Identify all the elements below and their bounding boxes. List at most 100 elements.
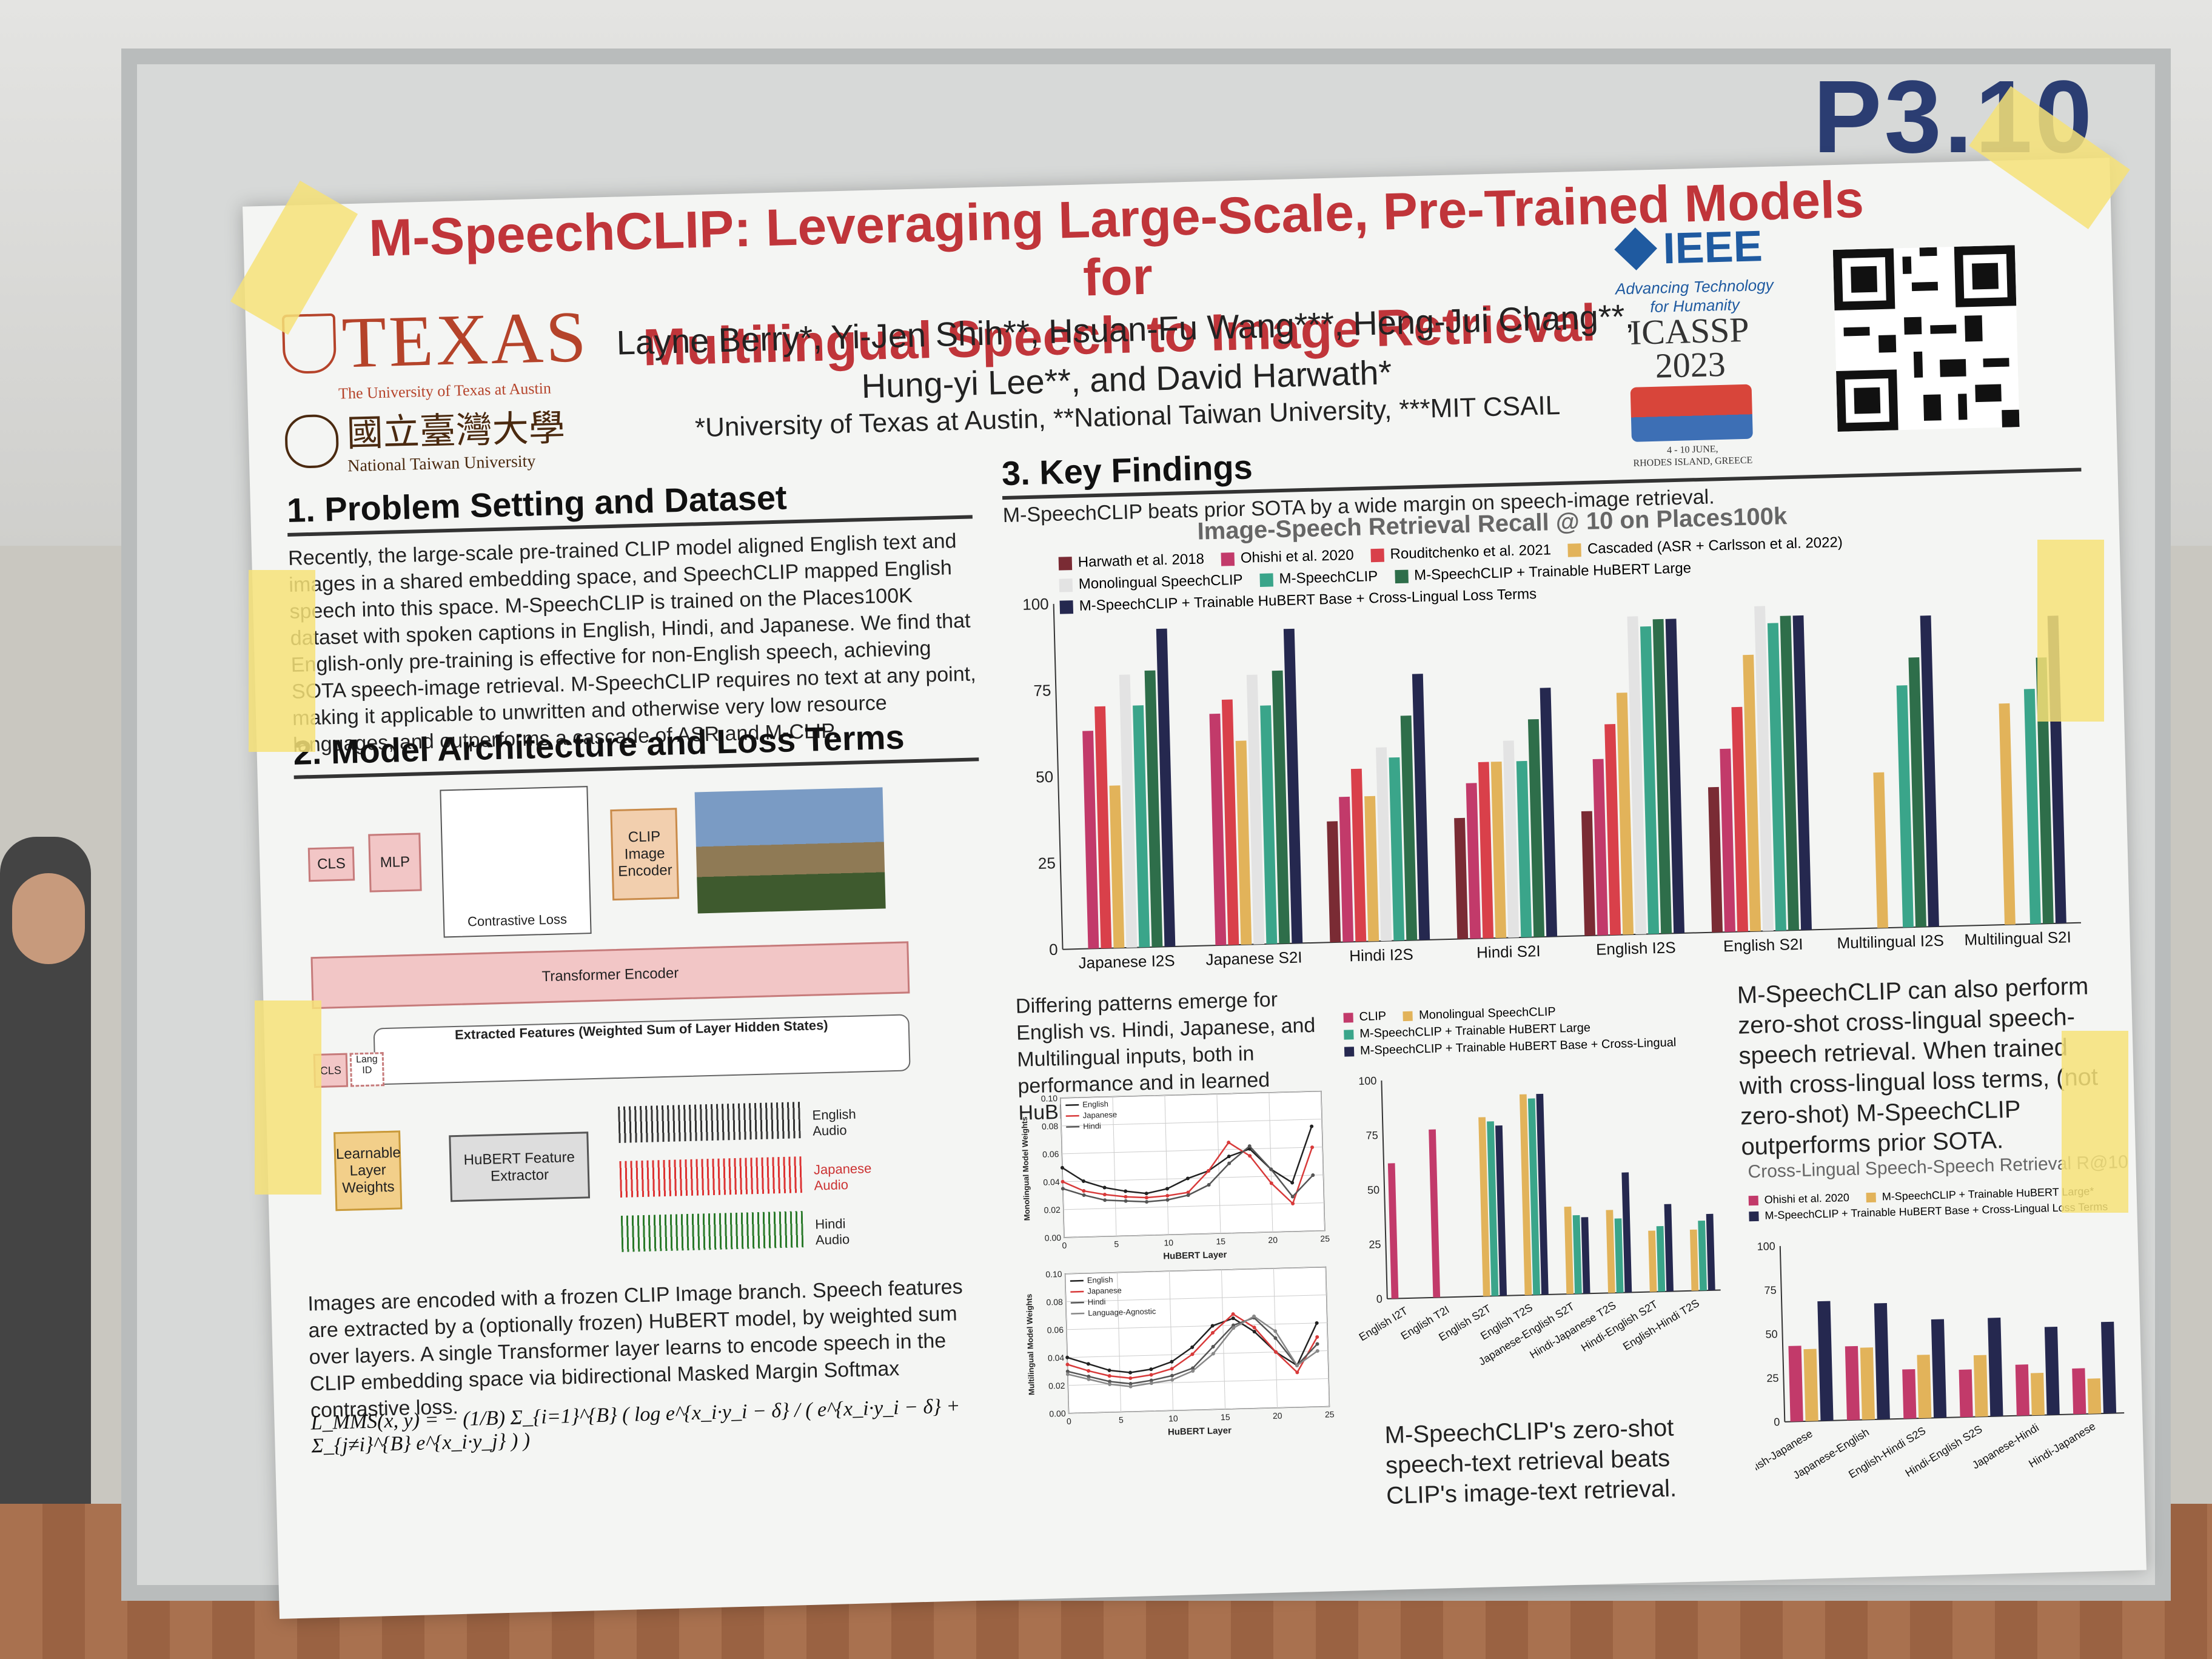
- bar: [1665, 618, 1685, 934]
- gridline: [1321, 1091, 1326, 1231]
- gridline: [1064, 1230, 1325, 1238]
- data-point: [1065, 1362, 1070, 1367]
- gridline: [1112, 1096, 1117, 1236]
- hubert-feature-extractor-box: HuBERT Feature Extractor: [449, 1131, 591, 1202]
- y-tick-label: 0: [1774, 1416, 1780, 1428]
- data-point: [1190, 1352, 1195, 1356]
- bar: [1973, 1355, 1988, 1417]
- bar: [2044, 1326, 2060, 1415]
- legend-label: Hindi: [1088, 1297, 1106, 1307]
- data-point: [1252, 1314, 1256, 1318]
- bar: [2101, 1321, 2117, 1414]
- bar: [1621, 1172, 1632, 1293]
- legend-swatch: [1749, 1212, 1759, 1222]
- mlp-box: MLP: [368, 833, 422, 893]
- legend-item: Ohishi et al. 2020: [1221, 545, 1354, 570]
- bar: [1803, 1349, 1818, 1421]
- bar: [1094, 706, 1112, 949]
- gridline: [1068, 1406, 1330, 1414]
- data-point: [1165, 1198, 1170, 1202]
- audio-waveforms: [618, 1102, 804, 1264]
- data-point: [1170, 1367, 1174, 1371]
- bar: [1133, 705, 1150, 948]
- bar: [1767, 623, 1787, 931]
- x-tick-label: English S2I: [1723, 935, 1803, 955]
- english-audio-label: English Audio: [812, 1106, 857, 1139]
- bar: [1156, 628, 1176, 947]
- data-point: [1149, 1373, 1153, 1377]
- y-tick-label: 0.10: [1041, 1093, 1058, 1104]
- y-tick-label: 0.04: [1043, 1177, 1060, 1187]
- ntu-seal-icon: [284, 414, 340, 469]
- data-point: [1060, 1165, 1064, 1170]
- data-point: [1274, 1350, 1278, 1354]
- legend-swatch: [1059, 578, 1073, 592]
- tape-right-low: [2062, 1031, 2128, 1213]
- x-tick-label: Hindi I2S: [1349, 945, 1413, 965]
- legend-swatch: [1259, 573, 1273, 587]
- legend-label: CLIP: [1359, 1009, 1387, 1024]
- bar: [1788, 1346, 1803, 1422]
- learnable-layer-weights-box: Learnable Layer Weights: [333, 1130, 403, 1212]
- bar: [1527, 719, 1545, 937]
- bar: [1221, 699, 1239, 945]
- data-point: [1149, 1367, 1153, 1372]
- tape-left-low: [255, 1000, 321, 1195]
- qr-code[interactable]: [1832, 245, 2020, 432]
- attendee-head: [12, 873, 85, 964]
- bar: [1959, 1369, 1973, 1418]
- y-axis: [1779, 1245, 1786, 1422]
- x-tick-label: 5: [1114, 1239, 1119, 1248]
- bar: [1908, 657, 1926, 927]
- japanese-audio-label: Japanese Audio: [813, 1161, 872, 1193]
- bar: [1412, 674, 1430, 940]
- bar: [1400, 716, 1418, 940]
- x-tick-label: 0: [1067, 1416, 1071, 1426]
- ship-illustration-icon: [1630, 384, 1753, 442]
- y-tick-label: 25: [1369, 1238, 1381, 1251]
- data-point: [1082, 1193, 1086, 1197]
- data-point: [1170, 1378, 1175, 1382]
- ntu-logo: 國立臺灣大學 National Taiwan University: [284, 398, 566, 478]
- y-tick-label: 75: [1366, 1129, 1378, 1142]
- data-point: [1210, 1324, 1215, 1328]
- ieee-logo: IEEE: [1614, 221, 1763, 275]
- data-point: [1107, 1374, 1111, 1378]
- legend-label: Ohishi et al. 2020: [1764, 1191, 1850, 1206]
- bar: [1689, 1229, 1699, 1291]
- data-point: [1128, 1376, 1133, 1380]
- bar: [1896, 685, 1914, 928]
- bar: [2023, 689, 2041, 924]
- y-tick-label: 25: [1766, 1372, 1779, 1385]
- x-tick-label: English I2S: [1596, 938, 1676, 958]
- data-point: [1273, 1336, 1278, 1340]
- x-tick-label: English-Hindi T2S: [1621, 1297, 1701, 1353]
- bar: [1283, 628, 1303, 943]
- bar: [1350, 768, 1367, 942]
- bar: [1604, 724, 1621, 936]
- hindi-audio-label: Hindi Audio: [814, 1216, 850, 1248]
- bar: [1389, 757, 1405, 941]
- bar: [1656, 1225, 1666, 1292]
- data-point: [1290, 1181, 1295, 1185]
- gridline: [1066, 1322, 1327, 1330]
- legend-label: Monolingual SpeechCLIP: [1418, 1005, 1556, 1022]
- data-point: [1087, 1369, 1091, 1373]
- data-point: [1144, 1191, 1148, 1196]
- bar: [1082, 731, 1099, 949]
- data-point: [1311, 1173, 1315, 1178]
- bar: [1564, 1206, 1574, 1295]
- y-tick-label: 0: [1049, 940, 1058, 959]
- y-tick-label: 0.00: [1049, 1409, 1066, 1419]
- bar: [1640, 626, 1660, 934]
- data-point: [1065, 1369, 1070, 1373]
- y-tick-label: 0.06: [1047, 1325, 1064, 1335]
- recall-bar-chart: 0 25 50 75 100 Japanese I2S Japanese S2I Hindi …: [1022, 595, 2082, 972]
- legend-label: Rouditchenko et al. 2021: [1390, 541, 1552, 563]
- data-point: [1165, 1193, 1170, 1198]
- bar: [1478, 762, 1494, 939]
- legend-label: English: [1087, 1275, 1113, 1285]
- bar: [1209, 713, 1227, 946]
- legend-swatch: [1344, 1046, 1355, 1057]
